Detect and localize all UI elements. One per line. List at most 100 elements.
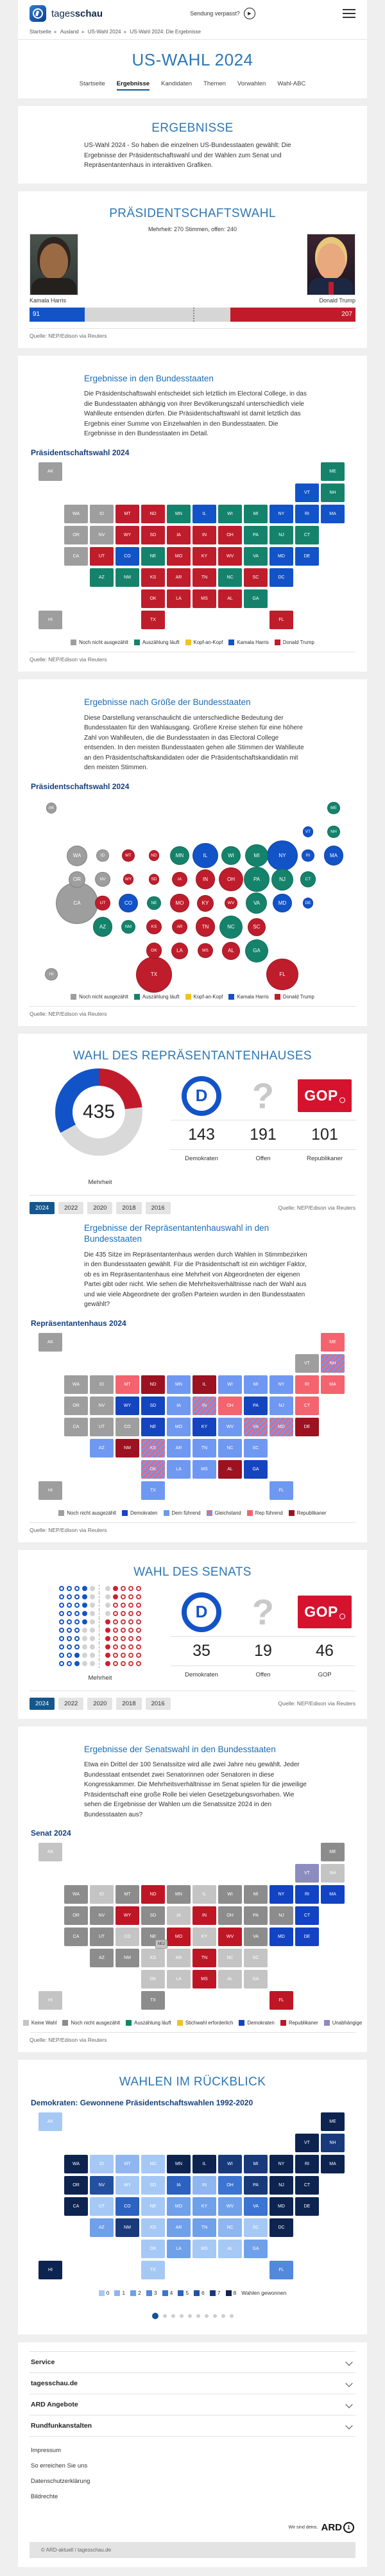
state-tile-ME[interactable]: ME <box>321 1332 345 1352</box>
state-tile-NJ[interactable]: NJ <box>270 1396 293 1415</box>
state-tile-OR[interactable]: OR <box>64 525 88 544</box>
state-tile-ND[interactable]: ND <box>141 504 165 523</box>
state-tile-OR[interactable]: OR <box>64 1906 88 1926</box>
state-tile-PA[interactable]: PA <box>244 1906 268 1926</box>
state-tile-CT[interactable]: CT <box>295 1396 319 1415</box>
bubble-state-KS[interactable]: KS <box>146 919 162 935</box>
state-tile-IL[interactable]: IL <box>193 504 216 523</box>
play-icon[interactable]: ▶ <box>243 8 255 19</box>
state-tile-NH[interactable]: NH <box>321 483 345 502</box>
state-tile-ND[interactable]: ND <box>141 1885 165 1904</box>
state-tile-MA[interactable]: MA <box>321 1375 345 1394</box>
state-tile-NE[interactable]: NE <box>141 1417 165 1436</box>
state-tile-KS[interactable]: KS <box>141 1949 165 1968</box>
state-tile-DE[interactable]: DE <box>295 2197 319 2216</box>
state-tile-KY[interactable]: KY <box>193 2197 216 2216</box>
state-tile-OK[interactable]: OK <box>141 1970 165 1989</box>
state-tile-SD[interactable]: SD <box>141 1396 165 1415</box>
senate-year-button-2022[interactable]: 2022 <box>58 1697 84 1710</box>
state-tile-RI[interactable]: RI <box>295 2155 319 2174</box>
state-tile-SD[interactable]: SD <box>141 1906 165 1926</box>
state-tile-IN[interactable]: IN <box>193 2176 216 2195</box>
state-tile-IA[interactable]: IA <box>167 2176 191 2195</box>
state-tile-MD[interactable]: MD <box>270 1928 293 1947</box>
state-tile-AL[interactable]: AL <box>218 2240 242 2259</box>
bubble-state-VT[interactable]: VT <box>302 826 314 838</box>
state-tile-AZ[interactable]: AZ <box>90 568 114 587</box>
state-tile-AL[interactable]: AL <box>218 589 242 608</box>
state-tile-OH[interactable]: OH <box>218 1396 242 1415</box>
state-tile-ND[interactable]: ND <box>141 2155 165 2174</box>
state-tile-MO[interactable]: MO <box>167 546 191 566</box>
senate-year-button-2018[interactable]: 2018 <box>116 1697 142 1710</box>
state-tile-NM[interactable]: NM <box>116 2218 139 2238</box>
state-tile-PA[interactable]: PA <box>244 525 268 544</box>
state-tile-NE[interactable]: NE <box>141 546 165 566</box>
state-tile-MD[interactable]: MD <box>270 1417 293 1436</box>
state-tile-CT[interactable]: CT <box>295 1906 319 1926</box>
bubble-state-WV[interactable]: WV <box>225 897 237 910</box>
footer-link-datenschutzerkl-rung[interactable]: Datenschutzerklärung <box>31 2478 90 2485</box>
state-tile-SD[interactable]: SD <box>141 525 165 544</box>
bubble-state-NM[interactable]: NM <box>121 920 135 934</box>
carousel-dot-5[interactable] <box>187 2314 192 2319</box>
bubble-state-IL[interactable]: IL <box>193 843 218 869</box>
state-tile-TN[interactable]: TN <box>193 2218 216 2238</box>
state-tile-HI[interactable]: HI <box>38 610 62 629</box>
state-tile-MA[interactable]: MA <box>321 504 345 523</box>
footer-link-impressum[interactable]: Impressum <box>31 2447 61 2455</box>
carousel-dot-7[interactable] <box>204 2314 209 2319</box>
accordion-row-ard-angebote[interactable]: ARD Angebote <box>30 2394 355 2415</box>
state-tile-AZ[interactable]: AZ <box>90 1949 114 1968</box>
state-tile-AK[interactable]: AK <box>38 462 62 481</box>
state-tile-MA[interactable]: MA <box>321 2155 345 2174</box>
state-tile-MI[interactable]: MI <box>244 1885 268 1904</box>
state-tile-HI[interactable]: HI <box>38 1481 62 1500</box>
state-tile-NV[interactable]: NV <box>90 525 114 544</box>
state-tile-AZ[interactable]: AZ <box>90 1438 114 1458</box>
state-tile-VA[interactable]: VA <box>244 1928 268 1947</box>
bubble-state-WI[interactable]: WI <box>221 846 241 866</box>
state-tile-TX[interactable]: TX <box>141 1481 165 1500</box>
state-tile-FL[interactable]: FL <box>270 610 293 629</box>
state-tile-HI[interactable]: HI <box>38 2261 62 2280</box>
state-tile-CA[interactable]: CA <box>64 1417 88 1436</box>
state-tile-AR[interactable]: AR <box>167 1949 191 1968</box>
state-tile-NM[interactable]: NM <box>116 1949 139 1968</box>
carousel-dot-4[interactable] <box>179 2314 184 2319</box>
state-tile-WI[interactable]: WI <box>218 2155 242 2174</box>
state-tile-AR[interactable]: AR <box>167 568 191 587</box>
state-tile-MD[interactable]: MD <box>270 546 293 566</box>
state-tile-MS[interactable]: MS <box>193 589 216 608</box>
tab-kandidaten[interactable]: Kandidaten <box>161 80 193 87</box>
state-tile-NJ[interactable]: NJ <box>270 1906 293 1926</box>
state-tile-TN[interactable]: TN <box>193 1949 216 1968</box>
state-tile-MO[interactable]: MO <box>167 2197 191 2216</box>
state-tile-IL[interactable]: IL <box>193 2155 216 2174</box>
state-tile-TX[interactable]: TX <box>141 610 165 629</box>
state-tile-OK[interactable]: OK <box>141 1459 165 1479</box>
state-tile-WA[interactable]: WA <box>64 1885 88 1904</box>
state-tile-AZ[interactable]: AZ <box>90 2218 114 2238</box>
state-tile-ME[interactable]: ME <box>321 2112 345 2132</box>
state-tile-HI[interactable]: HI <box>38 1991 62 2010</box>
hamburger-menu-icon[interactable] <box>343 6 355 21</box>
bubble-state-HI[interactable]: HI <box>45 968 58 981</box>
state-tile-IN[interactable]: IN <box>193 525 216 544</box>
state-tile-MN[interactable]: MN <box>167 1885 191 1904</box>
state-tile-DC[interactable]: DC <box>270 2218 293 2238</box>
state-tile-IN[interactable]: IN <box>193 1396 216 1415</box>
tab-ergebnisse[interactable]: Ergebnisse <box>116 80 150 91</box>
state-tile-UT[interactable]: UT <box>90 1417 114 1436</box>
sendung-verpasst-link[interactable]: Sendung verpasst? ▶ <box>190 8 255 19</box>
state-tile-NJ[interactable]: NJ <box>270 525 293 544</box>
state-tile-NY[interactable]: NY <box>270 1885 293 1904</box>
state-tile-WY[interactable]: WY <box>116 2176 139 2195</box>
state-tile-MS[interactable]: MS <box>193 1970 216 1989</box>
house-year-button-2016[interactable]: 2016 <box>145 1201 171 1214</box>
state-tile-CO[interactable]: CO <box>116 2197 139 2216</box>
state-tile-NH[interactable]: NH <box>321 1864 345 1883</box>
state-tile-VA[interactable]: VA <box>244 1417 268 1436</box>
state-tile-MS[interactable]: MS <box>193 2240 216 2259</box>
carousel-dot-2[interactable] <box>162 2314 167 2319</box>
